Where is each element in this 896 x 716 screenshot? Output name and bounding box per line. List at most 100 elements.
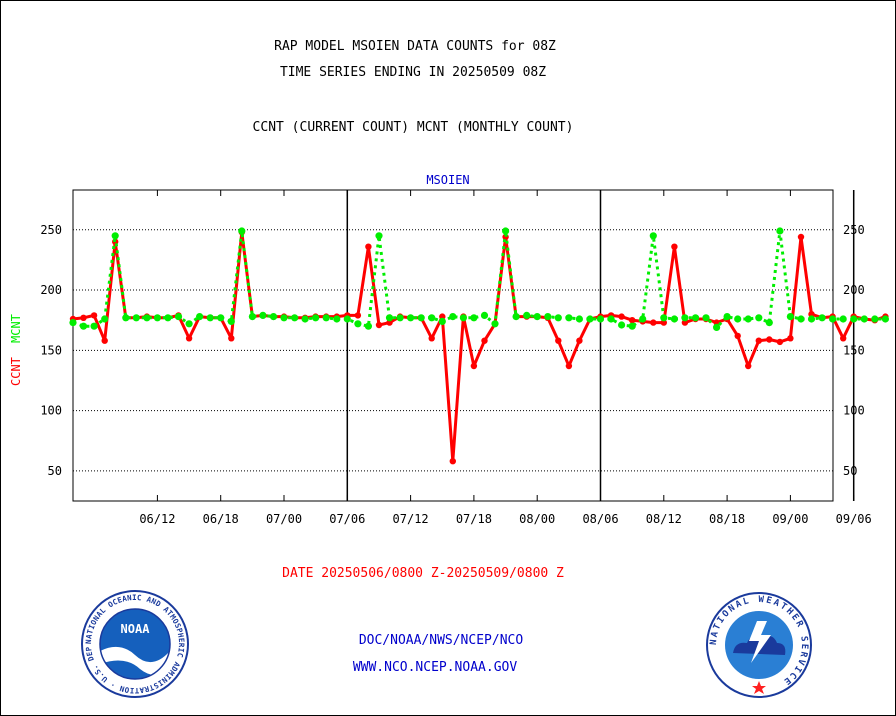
date-range: DATE 20250506/0800 Z-20250509/0800 Z <box>282 566 564 581</box>
data-point-mcnt <box>185 320 193 328</box>
series-ccnt <box>69 229 889 465</box>
data-point-mcnt <box>79 322 88 330</box>
data-point-mcnt <box>364 322 372 330</box>
data-point-ccnt <box>449 458 456 465</box>
data-point-mcnt <box>153 314 161 322</box>
data-point-mcnt <box>90 322 98 330</box>
data-point-mcnt <box>206 314 214 322</box>
data-point-ccnt <box>185 335 193 342</box>
data-point-ccnt <box>555 337 562 344</box>
data-point-mcnt <box>449 313 457 321</box>
data-point-ccnt <box>618 313 625 320</box>
data-point-mcnt <box>396 314 404 322</box>
series-line-mcnt <box>72 229 886 329</box>
x-tick-label: 08/00 <box>519 512 555 526</box>
org-path: DOC/NOAA/NWS/NCEP/NCO <box>358 633 524 648</box>
data-point-mcnt <box>385 314 394 322</box>
data-point-mcnt <box>143 314 151 322</box>
data-point-mcnt <box>480 311 489 319</box>
website-link[interactable]: WWW.NCO.NCEP.NOAA.GOV <box>352 660 518 675</box>
data-point-mcnt <box>164 314 172 322</box>
data-point-mcnt <box>248 313 256 321</box>
data-point-mcnt <box>259 311 267 319</box>
data-point-ccnt <box>375 321 383 329</box>
data-point-ccnt <box>576 337 583 344</box>
data-point-ccnt <box>80 314 87 321</box>
data-point-ccnt <box>629 317 636 324</box>
x-tick-label: 08/12 <box>646 512 682 526</box>
y-tick-left: 50 <box>48 464 62 478</box>
x-tick-label: 06/18 <box>203 512 239 526</box>
data-point-mcnt <box>375 232 383 240</box>
data-point-ccnt <box>797 233 805 241</box>
y-tick-left: 250 <box>40 223 62 237</box>
data-point-mcnt <box>649 232 657 240</box>
data-point-mcnt <box>291 314 299 322</box>
series-mcnt <box>69 227 890 331</box>
data-point-mcnt <box>523 311 531 319</box>
y-axis-label-mcnt: MCNT <box>9 314 23 343</box>
data-point-mcnt <box>744 315 752 323</box>
data-point-ccnt <box>470 362 478 370</box>
data-point-mcnt <box>122 314 130 322</box>
data-point-ccnt <box>755 337 762 344</box>
nws-star-icon <box>752 681 766 694</box>
grid-lines <box>73 229 833 472</box>
data-point-mcnt <box>596 315 605 323</box>
data-point-mcnt <box>607 315 615 323</box>
data-point-mcnt <box>776 227 784 235</box>
nws-logo: NATIONAL WEATHER SERVICE <box>706 592 812 698</box>
data-point-mcnt <box>786 313 795 321</box>
x-tick-label: 08/18 <box>709 512 745 526</box>
station-label: MSOIEN <box>426 173 469 187</box>
data-point-mcnt <box>459 314 467 322</box>
x-tick-labels: 06/12 06/18 07/00 07/06 07/12 07/18 08/00 08/06… <box>139 190 872 526</box>
data-point-mcnt <box>417 314 425 322</box>
data-point-mcnt <box>407 314 415 322</box>
data-point-ccnt <box>228 335 235 342</box>
data-point-mcnt <box>69 319 77 327</box>
data-point-mcnt <box>713 323 721 331</box>
y-tick-right: 150 <box>843 343 865 357</box>
nws-lightning-icon <box>749 621 771 663</box>
data-point-mcnt <box>871 315 879 323</box>
data-point-mcnt <box>860 315 868 323</box>
data-point-ccnt <box>101 337 108 344</box>
data-point-ccnt <box>776 338 784 346</box>
data-point-mcnt <box>502 227 510 235</box>
data-point-mcnt <box>755 314 763 322</box>
y-tick-left: 200 <box>40 283 62 297</box>
data-point-mcnt <box>533 313 541 321</box>
data-point-mcnt <box>544 313 552 321</box>
data-point-ccnt <box>365 243 372 250</box>
data-point-mcnt <box>470 314 478 322</box>
data-point-mcnt <box>681 314 689 322</box>
day-separators <box>346 190 855 501</box>
data-point-mcnt <box>101 315 109 323</box>
data-point-mcnt <box>881 315 890 323</box>
data-point-mcnt <box>512 313 520 321</box>
y-tick-labels: 50 50 100 100 150 150 200 200 250 250 <box>40 223 864 478</box>
x-tick-label: 08/06 <box>582 512 618 526</box>
x-tick-label: 07/06 <box>329 512 365 526</box>
data-point-mcnt <box>850 315 858 323</box>
data-point-mcnt <box>269 313 278 321</box>
data-point-mcnt <box>428 314 436 322</box>
y-tick-left: 100 <box>40 404 62 418</box>
data-point-mcnt <box>807 315 816 323</box>
data-point-ccnt <box>745 362 752 370</box>
time-series-chart: MSOIEN CCNT MCNT 50 50 100 100 150 150 200 200 2… <box>9 173 890 526</box>
data-point-ccnt <box>840 335 847 342</box>
data-point-mcnt <box>354 320 362 328</box>
y-axis-label-ccnt: CCNT <box>9 357 23 386</box>
data-point-ccnt <box>671 243 678 250</box>
data-point-mcnt <box>818 314 826 322</box>
data-point-mcnt <box>132 314 140 322</box>
x-tick-label: 09/00 <box>772 512 808 526</box>
data-point-ccnt <box>481 337 488 344</box>
data-point-mcnt <box>238 227 246 235</box>
data-point-ccnt <box>354 312 362 319</box>
data-point-mcnt <box>628 322 636 330</box>
data-point-mcnt <box>554 314 562 322</box>
data-point-mcnt <box>565 314 573 322</box>
